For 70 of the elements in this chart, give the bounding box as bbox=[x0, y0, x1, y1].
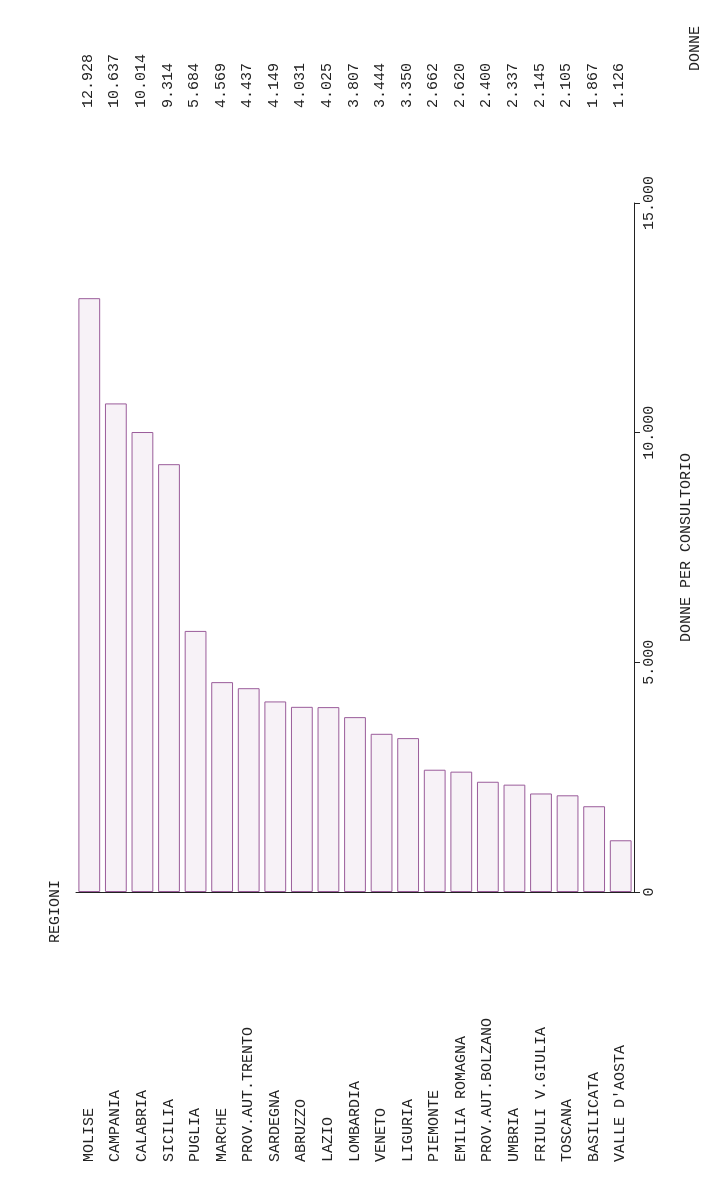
x-tick-label: EMILIA ROMAGNA bbox=[452, 1035, 470, 1162]
x-tick-label: LOMBARDIA bbox=[346, 1080, 364, 1162]
text: DONNE bbox=[687, 25, 704, 72]
data-label: 4.031 bbox=[292, 62, 310, 108]
y-tick-label: 15.000 bbox=[641, 175, 658, 231]
x-tick-label: CALABRIA bbox=[133, 1089, 151, 1162]
x-tick-label: MARCHE bbox=[213, 1107, 231, 1162]
bar bbox=[78, 298, 101, 892]
bar bbox=[583, 806, 606, 892]
x-tick-label: SICILIA bbox=[160, 1098, 178, 1162]
x-tick-label: PIEMONTE bbox=[426, 1089, 444, 1162]
data-label: 9.314 bbox=[159, 62, 177, 108]
data-label: 1.126 bbox=[611, 62, 629, 108]
x-tick-label: MOLISE bbox=[80, 1107, 98, 1162]
data-label: 2.620 bbox=[451, 62, 469, 108]
data-label: 3.807 bbox=[345, 62, 363, 108]
bar bbox=[450, 771, 473, 892]
x-tick-label: FRIULI V.GIULIA bbox=[532, 1026, 550, 1162]
bar bbox=[556, 795, 579, 892]
x-tick-label: VENETO bbox=[373, 1107, 391, 1162]
x-tick-label: SARDEGNA bbox=[266, 1089, 284, 1162]
bar bbox=[211, 682, 234, 892]
bar bbox=[158, 464, 180, 892]
data-label: 5.684 bbox=[186, 62, 204, 108]
data-label: 4.569 bbox=[212, 62, 230, 108]
bar bbox=[370, 733, 393, 892]
text: REGIONI bbox=[47, 879, 64, 944]
bar bbox=[530, 793, 552, 892]
x-tick-label: UMBRIA bbox=[505, 1107, 523, 1162]
bar bbox=[317, 707, 340, 892]
x-tick-label: LAZIO bbox=[319, 1116, 337, 1162]
bar bbox=[264, 701, 287, 892]
data-label: 2.662 bbox=[425, 62, 443, 108]
x-tick-label: LIGURIA bbox=[399, 1098, 417, 1162]
y-tick-label: 5.000 bbox=[641, 639, 658, 685]
data-label: 3.444 bbox=[372, 62, 390, 108]
bar bbox=[476, 781, 499, 892]
bar bbox=[184, 630, 207, 892]
bar bbox=[237, 688, 260, 892]
data-label: 4.437 bbox=[239, 62, 257, 108]
bar bbox=[290, 706, 313, 892]
bar bbox=[131, 432, 154, 892]
y-tick-label: 10.000 bbox=[641, 405, 658, 460]
data-label: 4.025 bbox=[319, 62, 337, 108]
x-tick-label: VALLE D'AOSTA bbox=[612, 1044, 630, 1162]
x-tick-label: PROV.AUT.BOLZANO bbox=[479, 1017, 497, 1162]
x-tick-label: CAMPANIA bbox=[107, 1089, 125, 1162]
data-label: 2.145 bbox=[531, 62, 549, 108]
bar bbox=[503, 784, 526, 892]
data-label: 1.867 bbox=[584, 62, 602, 108]
x-tick-label: TOSCANA bbox=[559, 1098, 577, 1162]
data-label: 10.637 bbox=[106, 53, 124, 108]
x-tick-label: ABRUZZO bbox=[293, 1098, 311, 1162]
data-label: 10.014 bbox=[133, 53, 151, 108]
bar bbox=[609, 840, 632, 892]
x-tick-label: BASILICATA bbox=[585, 1071, 603, 1162]
data-label: 4.149 bbox=[265, 62, 283, 108]
data-label: 2.105 bbox=[558, 62, 576, 108]
y-tick-label: 0 bbox=[641, 887, 658, 897]
x-tick-label: PROV.AUT.TRENTO bbox=[240, 1026, 258, 1162]
x-tick-label: PUGLIA bbox=[187, 1107, 205, 1162]
bar bbox=[397, 738, 420, 892]
bar bbox=[104, 403, 127, 892]
data-label: 3.350 bbox=[398, 62, 416, 108]
y-axis-title: DONNE PER CONSULTORIO bbox=[678, 452, 695, 643]
bar bbox=[423, 769, 446, 892]
data-label: 2.400 bbox=[478, 62, 496, 108]
bar bbox=[344, 717, 366, 892]
data-label: 12.928 bbox=[79, 53, 97, 108]
data-label: 2.337 bbox=[505, 62, 523, 108]
